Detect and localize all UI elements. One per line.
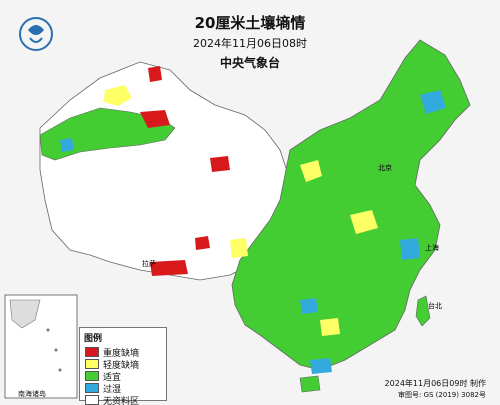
patch-light-drought-5 bbox=[320, 318, 340, 336]
legend-swatch bbox=[85, 371, 99, 381]
patch-wet-2 bbox=[400, 238, 420, 260]
map-subtitle: 2024年11月06日08时 bbox=[193, 37, 307, 50]
patch-wet-4 bbox=[60, 138, 74, 152]
patch-wet-3 bbox=[300, 298, 318, 314]
patch-severe-drought-1 bbox=[140, 110, 170, 128]
footer-made: 2024年11月06日09时 制作 bbox=[384, 379, 486, 388]
patch-severe-drought-5 bbox=[150, 260, 188, 276]
legend-item-light: 轻度缺墒 bbox=[85, 358, 166, 371]
cma-logo bbox=[19, 17, 53, 51]
legend-item-severe: 重度缺墒 bbox=[85, 346, 166, 359]
inset-island-dot bbox=[46, 328, 50, 332]
inset-coast bbox=[9, 299, 41, 329]
map-title: 20厘米土壤墒情 bbox=[194, 14, 306, 32]
patch-severe-drought-2 bbox=[148, 66, 162, 82]
legend-label: 适宜 bbox=[103, 372, 122, 383]
legend-item-no-data: 无资料区 bbox=[85, 394, 166, 405]
legend-title: 图例 bbox=[84, 334, 103, 344]
footer-approval: 审图号: GS (2019) 3082号 bbox=[398, 391, 486, 399]
legend-label: 重度缺墒 bbox=[103, 348, 140, 359]
legend-label: 无资料区 bbox=[103, 396, 140, 405]
label-taipei: 台北 bbox=[428, 301, 442, 310]
legend-item-wet: 过湿 bbox=[85, 382, 166, 395]
patch-wet-1 bbox=[420, 90, 446, 114]
legend-item-suitable: 适宜 bbox=[85, 370, 166, 383]
patch-severe-drought-3 bbox=[210, 156, 230, 172]
inset-island-dot bbox=[54, 348, 58, 352]
hainan-island bbox=[299, 375, 321, 393]
inset-label: 南海诸岛 bbox=[18, 390, 46, 398]
legend-swatch bbox=[85, 347, 99, 357]
legend: 图例 重度缺墒 轻度缺墒 适宜 过湿 无资料区 bbox=[79, 327, 167, 405]
patch-wet-5 bbox=[310, 358, 332, 374]
patch-light-drought-1 bbox=[104, 85, 132, 106]
patch-light-drought-4 bbox=[230, 238, 248, 258]
legend-label: 轻度缺墒 bbox=[103, 360, 140, 371]
region-xinjiang-suitable bbox=[39, 107, 176, 161]
patch-light-drought-2 bbox=[300, 160, 322, 182]
region-suitable bbox=[231, 39, 471, 371]
patch-severe-drought-4 bbox=[195, 236, 210, 250]
legend-label: 过湿 bbox=[103, 384, 122, 395]
taiwan-island bbox=[415, 295, 431, 327]
legend-swatch bbox=[85, 383, 99, 393]
legend-swatch bbox=[85, 395, 99, 405]
patch-light-drought-3 bbox=[350, 210, 378, 234]
map-issuer: 中央气象台 bbox=[219, 56, 280, 70]
legend-swatch bbox=[85, 359, 99, 369]
label-beijing: 北京 bbox=[378, 163, 392, 172]
label-shanghai: 上海 bbox=[425, 243, 439, 252]
label-lhasa: 拉萨 bbox=[142, 259, 156, 268]
inset-island-dot bbox=[58, 368, 62, 372]
